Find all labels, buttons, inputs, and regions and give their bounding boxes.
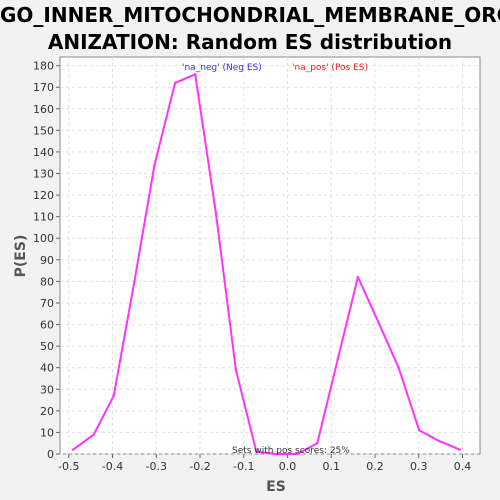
x-tick-label: -0.5 <box>58 460 79 473</box>
chart-title-line-2: ANIZATION: Random ES distribution <box>47 30 453 54</box>
x-axis: -0.5 -0.4 -0.3 -0.2 -0.1 0.0 0.1 0.2 0.3 0.4 <box>58 454 471 473</box>
y-tick-label: 100 <box>33 232 54 245</box>
data-point <box>417 429 421 432</box>
y-tick-label: 150 <box>33 124 54 137</box>
data-point <box>214 211 217 214</box>
y-tick-label: 110 <box>33 211 54 224</box>
y-tick-label: 0 <box>47 448 54 461</box>
data-point <box>255 450 258 454</box>
y-tick-label: 170 <box>33 81 54 94</box>
data-point <box>153 163 156 167</box>
data-point <box>397 366 400 369</box>
x-tick-label: -0.1 <box>233 460 254 473</box>
y-tick-label: 90 <box>40 254 54 267</box>
y-tick-label: 120 <box>33 189 54 202</box>
data-point <box>112 394 116 397</box>
data-point <box>438 439 441 443</box>
y-tick-label: 160 <box>33 103 54 116</box>
x-tick-label: 0.0 <box>279 460 297 473</box>
x-tick-label: 0.1 <box>323 460 341 473</box>
chart-title: GO_INNER_MITOCHONDRIAL_MEMBRANE_ORG ANIZ… <box>0 2 500 56</box>
data-point <box>193 73 197 76</box>
y-tick-label: 130 <box>33 168 54 181</box>
data-point <box>356 275 360 279</box>
data-point <box>92 433 95 436</box>
y-axis-label: P(ES) <box>13 235 29 278</box>
x-tick-label: 0.2 <box>366 460 384 473</box>
y-tick-label: 50 <box>40 340 54 353</box>
x-tick-label: -0.3 <box>146 460 167 473</box>
data-point <box>458 448 462 451</box>
x-axis-label: ES <box>266 479 286 495</box>
data-point <box>133 280 136 283</box>
x-tick-label: 0.4 <box>454 460 472 473</box>
data-point <box>275 452 278 456</box>
y-tick-label: 140 <box>33 146 54 159</box>
legend-pos: 'na_pos' (Pos ES) <box>292 63 368 73</box>
grid <box>60 57 480 455</box>
data-point <box>71 448 75 451</box>
annotation-pos-scores: Sets with pos scores: 25% <box>232 446 350 456</box>
x-tick-label: -0.4 <box>102 460 123 473</box>
data-point <box>316 442 319 445</box>
x-tick-label: -0.2 <box>189 460 210 473</box>
y-tick-label: 180 <box>33 60 54 73</box>
series-group <box>71 73 462 456</box>
data-point <box>234 368 238 372</box>
y-tick-label: 80 <box>40 275 54 288</box>
legend-neg: 'na_neg' (Neg ES) <box>182 63 262 73</box>
y-tick-label: 30 <box>40 383 54 396</box>
y-axis: 0 10 20 30 40 50 60 70 80 90 100 110 120 130 140 150 160… <box>33 60 60 461</box>
y-tick-label: 70 <box>40 297 54 310</box>
data-point <box>173 81 177 85</box>
plot-area <box>59 56 481 455</box>
data-point <box>377 321 380 324</box>
y-tick-label: 20 <box>40 405 54 418</box>
y-tick-label: 60 <box>40 319 54 332</box>
chart-title-line-1: GO_INNER_MITOCHONDRIAL_MEMBRANE_ORG <box>0 3 500 27</box>
data-point <box>295 452 299 456</box>
series-line <box>72 73 461 455</box>
y-tick-label: 10 <box>40 426 54 439</box>
x-tick-label: 0.3 <box>410 460 428 473</box>
data-point <box>336 357 340 361</box>
y-tick-label: 40 <box>40 362 54 375</box>
